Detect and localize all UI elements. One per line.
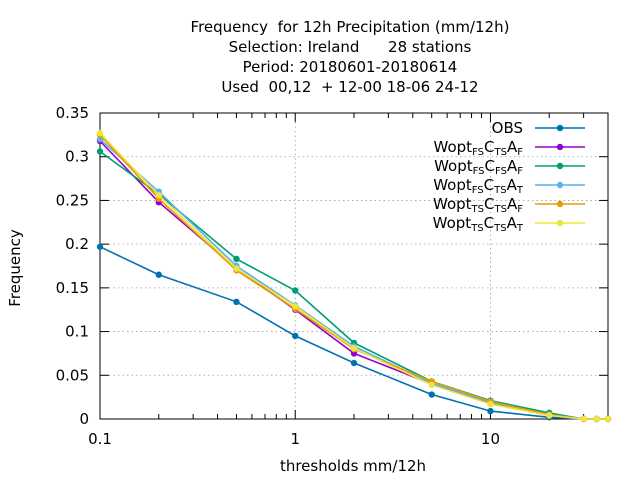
- grid-lines: [100, 113, 608, 419]
- data-point: [593, 415, 600, 423]
- data-point: [350, 359, 358, 367]
- title-line: Frequency for 12h Precipitation (mm/12h): [191, 18, 510, 36]
- data-point: [96, 129, 104, 137]
- x-tick-label: 0.1: [88, 430, 112, 448]
- data-point: [487, 400, 494, 408]
- y-tick-label: 0: [79, 410, 89, 428]
- y-tick-label: 0.3: [65, 148, 89, 166]
- legend-swatch-marker: [556, 143, 564, 151]
- legend-swatch-marker: [556, 219, 564, 227]
- series-lines: [96, 129, 612, 423]
- legend-label: WoptFSCTSAF: [434, 138, 524, 158]
- data-point: [233, 255, 240, 263]
- series: [96, 148, 612, 423]
- data-point: [292, 332, 299, 340]
- data-point: [233, 298, 240, 306]
- series: [96, 136, 612, 423]
- data-point: [155, 191, 162, 199]
- y-tick-label: 0.25: [56, 191, 89, 209]
- series-line: [99, 138, 608, 420]
- x-tick-label: 10: [481, 430, 500, 448]
- series: [96, 131, 612, 423]
- chart-title: Frequency for 12h Precipitation (mm/12h)…: [191, 18, 510, 96]
- data-point: [350, 350, 358, 357]
- series-line: [99, 246, 608, 420]
- x-tick-label: 1: [290, 430, 300, 448]
- title-line: Used 00,12 + 12-00 18-06 24-12: [221, 78, 478, 96]
- title-line: Selection: Ireland 28 stations: [229, 38, 472, 56]
- legend-swatch-marker: [556, 124, 564, 132]
- y-tick-label: 0.15: [56, 279, 89, 297]
- data-point: [546, 412, 553, 419]
- data-point: [580, 415, 587, 423]
- series-line: [99, 132, 608, 420]
- data-point: [292, 287, 299, 294]
- y-tick-label: 0.1: [65, 323, 89, 341]
- legend-label: OBS: [492, 119, 523, 137]
- legend-label: WoptFSCFSAF: [434, 157, 523, 177]
- legend-swatch-marker: [556, 162, 564, 170]
- series-line: [99, 150, 608, 420]
- legend: OBSWoptFSCTSAFWoptFSCFSAFWoptFSCTSATWopt…: [433, 119, 585, 234]
- data-point: [428, 381, 435, 389]
- y-tick-label: 0.35: [56, 104, 89, 122]
- title-line: Period: 20180601-20180614: [243, 58, 458, 76]
- y-axis-label: Frequency: [6, 229, 24, 307]
- legend-swatch-marker: [556, 181, 564, 189]
- data-point: [428, 391, 435, 398]
- data-point: [155, 271, 162, 278]
- data-point: [350, 344, 358, 352]
- series-line: [99, 134, 608, 420]
- data-point: [604, 415, 612, 423]
- legend-swatch-marker: [556, 200, 564, 208]
- legend-label: WoptTSCTSAF: [433, 195, 523, 215]
- data-point: [96, 148, 104, 155]
- data-point: [233, 265, 240, 272]
- plot-frame: [99, 112, 609, 420]
- y-tick-label: 0.2: [65, 235, 89, 253]
- series: [96, 243, 612, 423]
- y-tick-label: 0.05: [56, 366, 89, 384]
- x-axis-label: thresholds mm/12h: [280, 457, 426, 475]
- data-point: [292, 303, 299, 310]
- data-point: [487, 407, 494, 415]
- legend-label: WoptTSCTSAT: [433, 214, 524, 234]
- axis-ticks: 0 0.05 0.1 0.15 0.2 0.25 0.3 0.35 0.1 1 10: [56, 104, 609, 448]
- series: [96, 129, 612, 423]
- data-point: [96, 243, 104, 250]
- legend-label: WoptFSCTSAT: [433, 176, 524, 196]
